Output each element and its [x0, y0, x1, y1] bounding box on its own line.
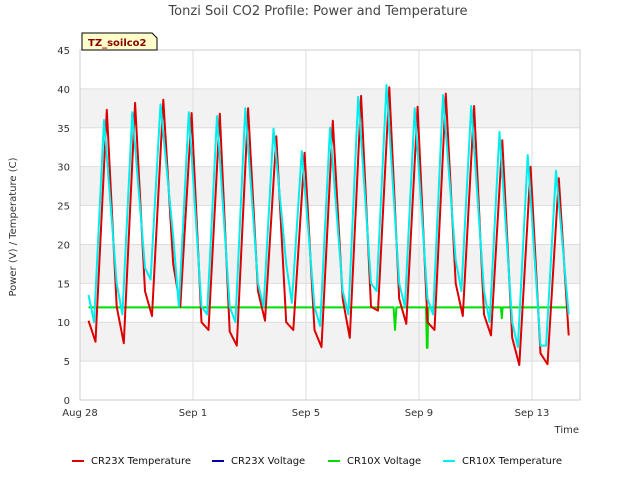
y-tick-label: 25 [57, 202, 70, 213]
badge: TZ_soilco2 [81, 32, 158, 51]
y-tick-label: 20 [57, 240, 70, 251]
x-tick-label: Sep 1 [179, 408, 207, 419]
plot-band [80, 88, 580, 128]
series-line-cr10x-voltage [88, 306, 569, 349]
x-tick-label: Sep 5 [292, 408, 320, 419]
chart-title: Tonzi Soil CO2 Profile: Power and Temper… [167, 4, 467, 19]
legend-label-cr23x-temperature: CR23X Temperature [91, 456, 191, 467]
plot-frame [79, 49, 581, 401]
series-line-cr10x-temperature [87, 84, 570, 349]
y-tick-label: 0 [64, 396, 70, 407]
badge-box [81, 32, 158, 51]
legend: CR23X Temperature CR23X Voltage CR10X Volt… [72, 456, 562, 467]
x-tick-label: Sep 13 [515, 408, 550, 419]
x-axis-title: Time [554, 425, 579, 436]
y-tick-label: 45 [57, 46, 70, 57]
plot-band [80, 322, 580, 362]
y-tick-label: 15 [57, 279, 70, 290]
y-axis: 0 5 10 15 20 25 30 35 40 45 [57, 46, 70, 407]
y-tick-label: 10 [57, 318, 70, 329]
y-tick-label: 40 [57, 85, 70, 96]
legend-label-cr10x-temperature: CR10X Temperature [462, 456, 562, 467]
legend-label-cr23x-voltage: CR23X Voltage [231, 456, 305, 467]
y-tick-label: 35 [57, 124, 70, 135]
y-axis-title: Power (V) / Temperature (C) [8, 157, 19, 296]
y-tick-label: 30 [57, 163, 70, 174]
badge-label: TZ_soilco2 [88, 38, 147, 49]
series-layer [87, 84, 570, 366]
x-tick-label: Aug 28 [62, 408, 97, 419]
y-tick-label: 5 [64, 357, 70, 368]
legend-label-cr10x-voltage: CR10X Voltage [347, 456, 421, 467]
x-axis: Aug 28 Sep 1 Sep 5 Sep 9 Sep 13 [62, 408, 549, 419]
x-tick-label: Sep 9 [405, 408, 433, 419]
